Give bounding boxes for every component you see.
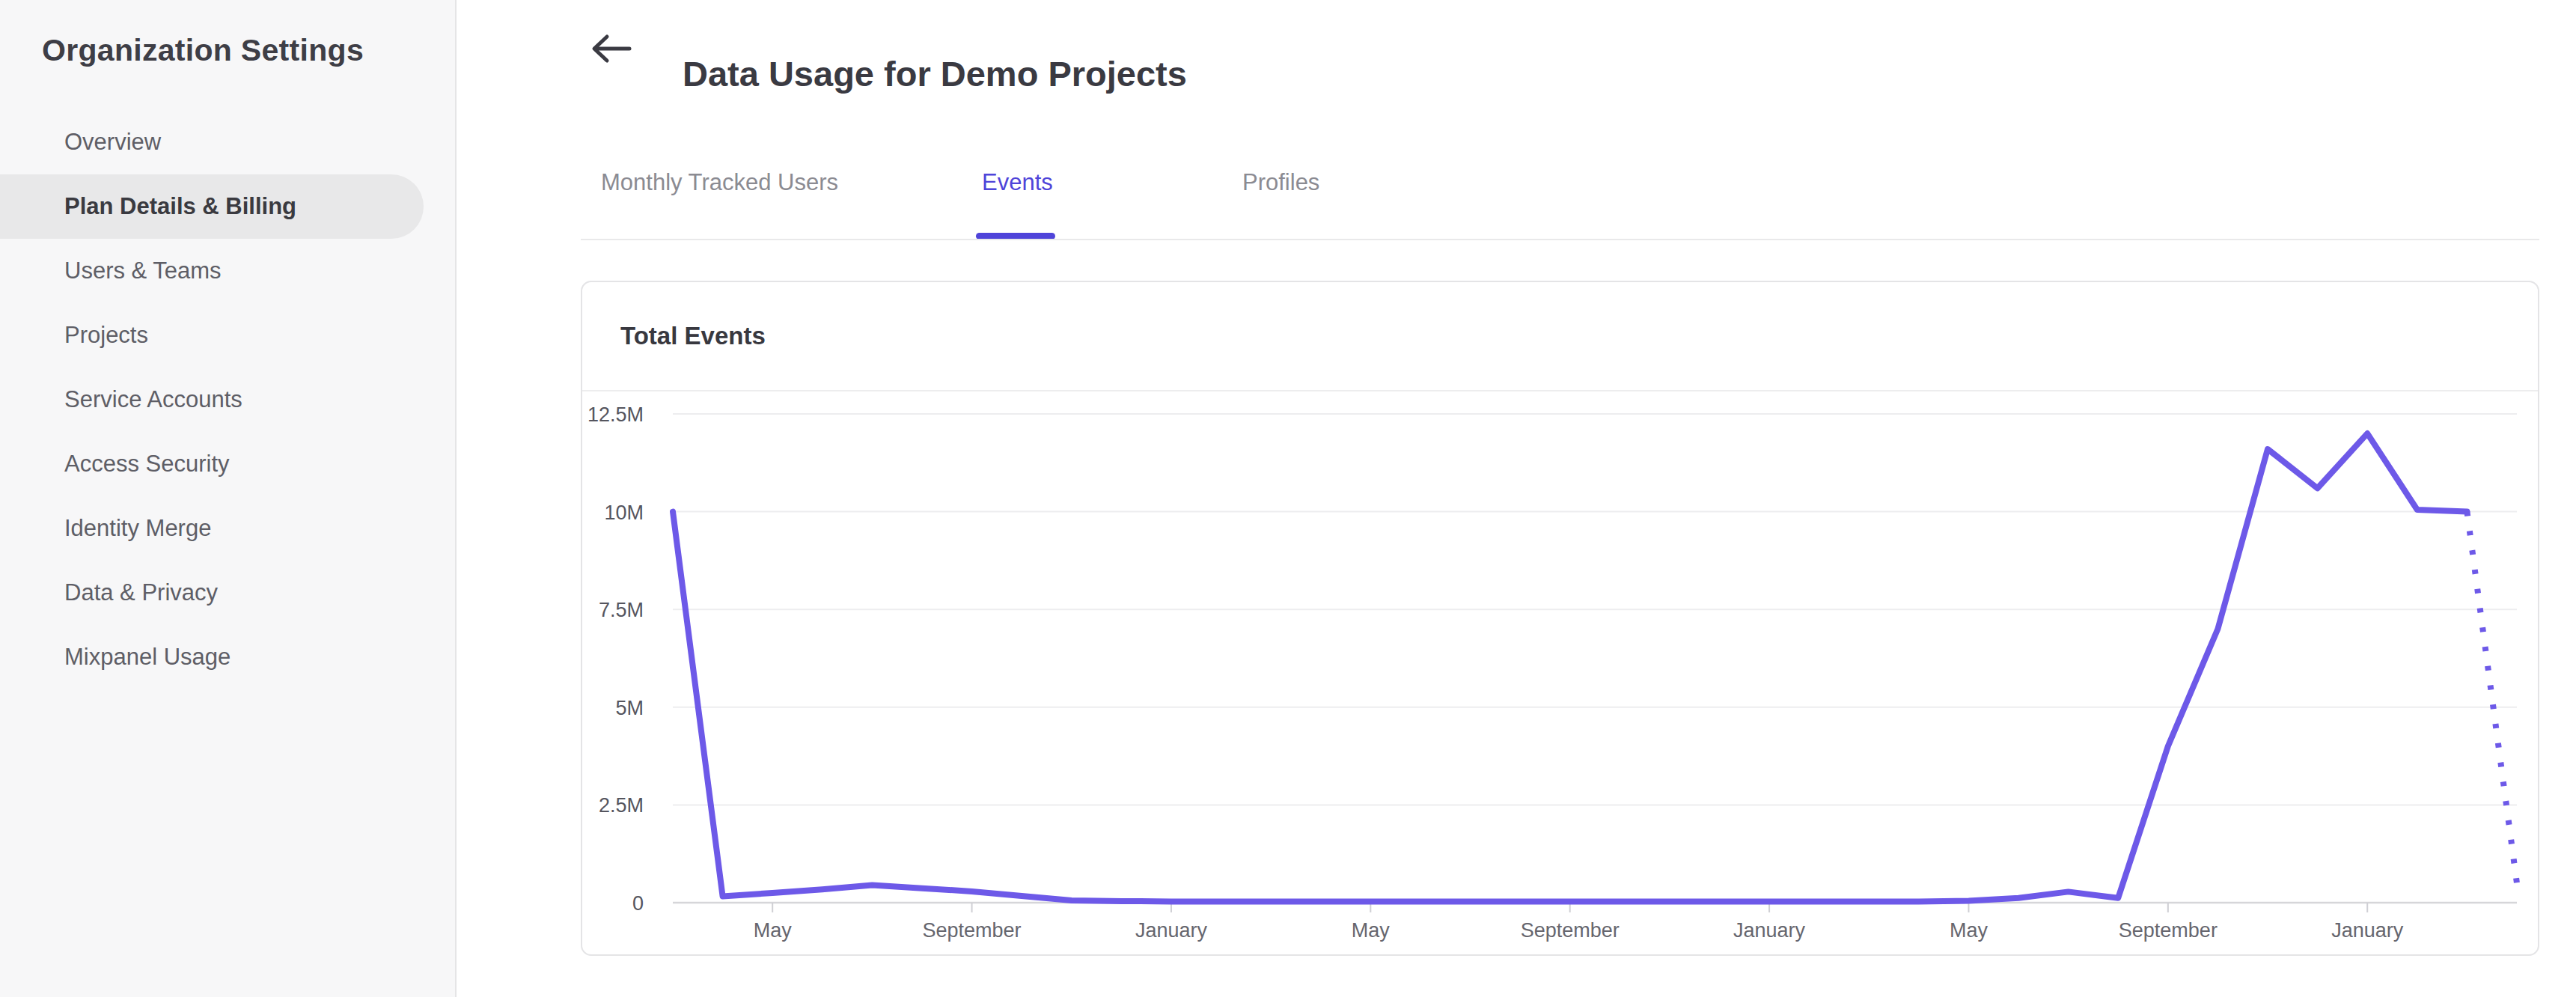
page-title: Data Usage for Demo Projects	[683, 53, 1187, 94]
sidebar-item-mixpanel-usage[interactable]: Mixpanel Usage	[0, 625, 457, 689]
organization-settings-sidebar: Organization Settings OverviewPlan Detai…	[0, 0, 457, 997]
x-axis-label: January	[2331, 919, 2404, 942]
tab-monthly-tracked-users[interactable]: Monthly Tracked Users	[601, 169, 838, 196]
sidebar-item-access-security[interactable]: Access Security	[0, 432, 457, 496]
card-header: Total Events	[582, 282, 2538, 391]
sidebar-nav: OverviewPlan Details & BillingUsers & Te…	[0, 110, 457, 689]
card-title: Total Events	[620, 322, 766, 350]
x-axis-label: September	[923, 919, 1022, 942]
series-line	[673, 433, 2467, 901]
sidebar-item-plan-details-billing[interactable]: Plan Details & Billing	[0, 174, 424, 239]
y-axis-label: 2.5M	[599, 794, 644, 817]
tab-profiles[interactable]: Profiles	[1242, 169, 1319, 196]
x-axis-label: January	[1135, 919, 1208, 942]
x-axis-label: May	[1352, 919, 1391, 942]
total-events-chart: 0 2.5M 5M 7.5M 10M 12.5M May September January Ma…	[582, 393, 2538, 954]
total-events-card: Total Events 0 2.5M 5M 7.5M 10M 12.5M May Septe…	[581, 281, 2539, 956]
x-axis-label: January	[1733, 919, 1806, 942]
sidebar-item-users-teams[interactable]: Users & Teams	[0, 239, 457, 303]
y-axis-label: 5M	[615, 697, 644, 719]
main-content: Data Usage for Demo Projects Monthly Tra…	[458, 0, 2576, 997]
x-axis-label: September	[2119, 919, 2218, 942]
y-axis-label: 12.5M	[587, 403, 644, 426]
y-axis-label: 0	[632, 892, 644, 915]
tabs-divider	[581, 239, 2539, 240]
sidebar-title: Organization Settings	[42, 33, 364, 68]
series-line-projected	[2467, 512, 2517, 883]
x-axis-label: May	[1950, 919, 1989, 942]
sidebar-item-projects[interactable]: Projects	[0, 303, 457, 368]
sidebar-item-data-privacy[interactable]: Data & Privacy	[0, 561, 457, 625]
x-axis-label: September	[1521, 919, 1620, 942]
sidebar-item-overview[interactable]: Overview	[0, 110, 457, 174]
y-axis-label: 7.5M	[599, 599, 644, 621]
x-axis-label: May	[754, 919, 793, 942]
back-arrow-icon	[589, 31, 632, 69]
y-axis-label: 10M	[604, 501, 644, 524]
tab-events[interactable]: Events	[982, 169, 1053, 196]
sidebar-item-identity-merge[interactable]: Identity Merge	[0, 496, 457, 561]
back-button[interactable]	[587, 27, 635, 72]
sidebar-item-service-accounts[interactable]: Service Accounts	[0, 368, 457, 432]
